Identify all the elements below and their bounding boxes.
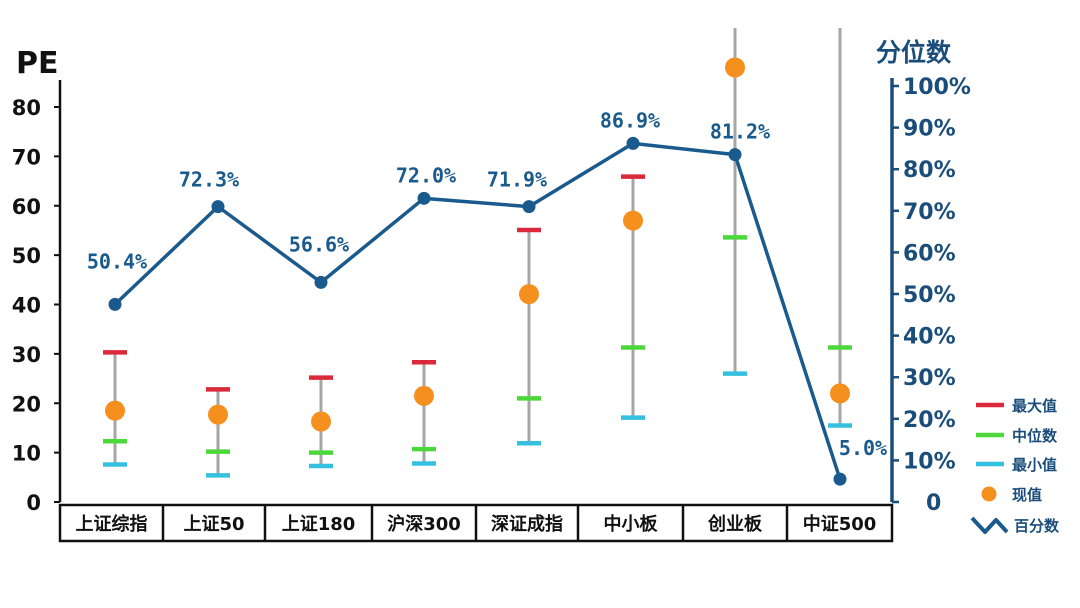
category-label: 上证50 <box>183 514 244 535</box>
left-axis-title: PE <box>16 46 58 81</box>
percentile-point <box>314 275 328 289</box>
percentile-data-label: 81.2% <box>710 120 770 144</box>
right-axis-tick-label: 20% <box>903 408 956 433</box>
legend-label: 最大值 <box>1012 397 1057 415</box>
legend-label: 中位数 <box>1012 427 1058 445</box>
category-label: 上证综指 <box>76 513 148 535</box>
left-axis-tick-label: 30 <box>12 343 41 367</box>
axes-layer: PE 0 10 20 30 40 50 60 70 80 分位数 0 10% 20% 30% 40% 50% 60… <box>12 38 971 516</box>
right-axis-tick-label: 60% <box>903 241 956 266</box>
legend-label: 最小值 <box>1012 456 1057 474</box>
left-axis-tick-label: 10 <box>12 442 41 466</box>
right-axis-tick-label: 30% <box>903 366 956 391</box>
percentile-point <box>211 200 225 214</box>
left-axis-tick-label: 60 <box>12 195 41 219</box>
right-axis-tick-label: 40% <box>903 325 956 350</box>
percentile-point <box>417 191 431 205</box>
legend-label: 现值 <box>1012 486 1042 504</box>
percentile-point <box>728 148 742 162</box>
left-axis-tick-label: 80 <box>12 96 41 120</box>
left-axis-tick-label: 20 <box>12 392 41 416</box>
right-axis-tick-label: 10% <box>903 449 956 474</box>
right-axis-title: 分位数 <box>876 38 952 67</box>
right-axis-tick-label: 50% <box>903 283 956 308</box>
right-axis-tick-label: 80% <box>903 158 956 183</box>
left-axis-tick-label: 70 <box>12 145 41 169</box>
right-axis-tick-label: 90% <box>903 117 956 142</box>
category-label: 中小板 <box>604 513 659 535</box>
pe-current-dot <box>725 57 745 78</box>
percentile-point <box>108 297 122 311</box>
left-axis-tick-label: 40 <box>12 294 41 318</box>
category-label: 沪深300 <box>387 513 461 535</box>
pe-current-dot <box>311 411 331 432</box>
pe-current-dot <box>830 383 850 404</box>
percentile-data-label: 72.0% <box>396 163 456 187</box>
percentile-data-label: 71.9% <box>487 168 547 192</box>
percentile-data-label: 86.9% <box>600 108 660 132</box>
left-axis-tick-label: 0 <box>26 491 41 515</box>
pe-current-dot <box>519 284 539 305</box>
percentile-point <box>522 200 536 214</box>
legend-label: 百分数 <box>1014 517 1060 535</box>
percentile-data-label: 56.6% <box>289 232 349 256</box>
legend-current-marker <box>981 486 997 502</box>
pe-current-dot <box>623 210 643 231</box>
percentile-data-label: 5.0% <box>839 436 887 460</box>
percentile-line <box>113 141 842 480</box>
percentile-layer: 50.4% 72.3% 56.6% 72.0% 71.9% 86.9% 81.2% 5.0% <box>87 108 887 486</box>
legend-percentile-marker <box>970 516 1009 534</box>
percentile-point <box>626 136 640 150</box>
left-axis-tick-label: 50 <box>12 244 41 268</box>
right-axis-tick-label: 100% <box>903 75 971 100</box>
category-label: 深证成指 <box>491 513 563 535</box>
right-axis-tick-label: 70% <box>903 200 956 225</box>
pe-range-layer <box>103 28 852 478</box>
category-label: 中证500 <box>803 513 877 535</box>
pe-current-dot <box>414 385 434 406</box>
category-label: 上证180 <box>282 514 356 535</box>
category-table-layer: 上证综指 上证50 上证180 沪深300 深证成指 中小板 创业板 中证500 <box>58 503 894 543</box>
category-label: 创业板 <box>707 513 763 535</box>
percentile-data-label: 50.4% <box>87 249 147 273</box>
percentile-data-label: 72.3% <box>179 168 239 192</box>
right-axis-tick-label: 0 <box>926 491 941 516</box>
pe-current-dot <box>105 400 125 421</box>
pe-current-dot <box>208 404 228 425</box>
percentile-point <box>833 472 847 486</box>
